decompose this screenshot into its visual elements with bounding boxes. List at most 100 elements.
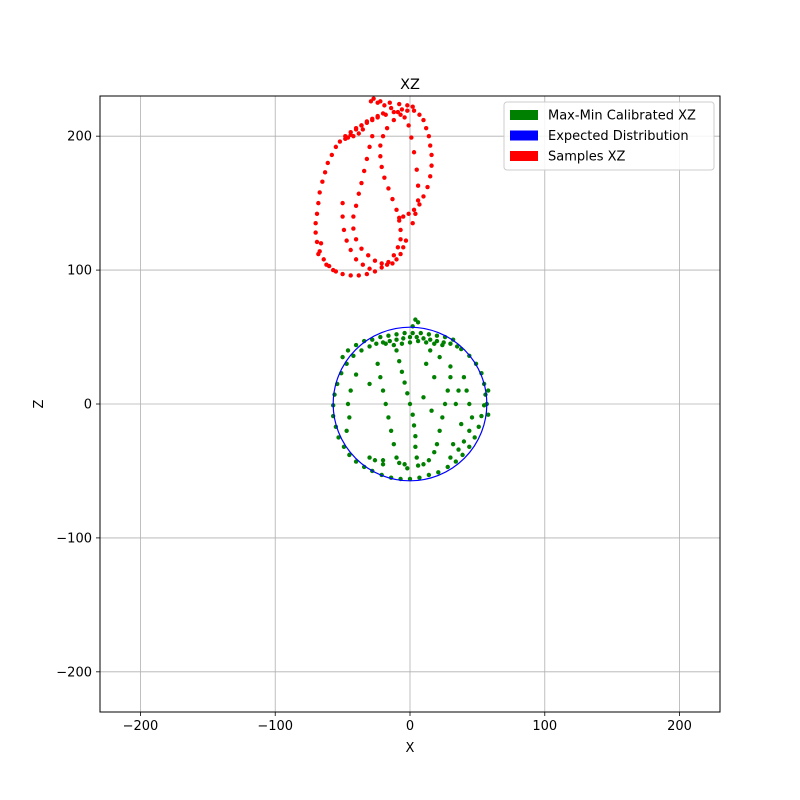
data-point xyxy=(437,354,442,360)
data-point xyxy=(417,112,422,117)
data-point xyxy=(398,237,403,242)
x-tick-label: 200 xyxy=(667,719,692,734)
data-point xyxy=(372,458,378,463)
data-point xyxy=(388,428,394,433)
legend-swatch xyxy=(510,110,538,120)
data-point xyxy=(351,226,356,231)
data-point xyxy=(394,332,399,337)
data-point xyxy=(397,101,402,107)
data-point xyxy=(445,464,450,470)
data-point xyxy=(367,455,372,460)
data-point xyxy=(345,348,351,353)
data-point xyxy=(428,337,433,342)
data-point xyxy=(325,160,330,166)
data-point xyxy=(370,116,375,121)
data-point xyxy=(391,117,397,123)
data-point xyxy=(453,401,459,407)
data-point xyxy=(421,395,426,400)
data-point xyxy=(410,221,415,226)
data-point xyxy=(394,337,399,342)
data-point xyxy=(370,337,375,342)
legend-swatch xyxy=(510,130,538,141)
data-point xyxy=(399,341,405,346)
data-point xyxy=(356,273,361,278)
data-point xyxy=(314,211,320,217)
data-point xyxy=(425,184,430,190)
data-point xyxy=(380,462,386,467)
data-point xyxy=(314,239,320,245)
data-point xyxy=(394,455,399,460)
data-point xyxy=(367,144,372,150)
data-point xyxy=(432,375,437,380)
data-point xyxy=(469,415,475,420)
data-point xyxy=(410,330,415,336)
data-point xyxy=(421,117,426,123)
data-point xyxy=(356,191,361,196)
data-point xyxy=(318,241,324,246)
data-point xyxy=(391,109,397,115)
data-point xyxy=(411,207,417,213)
data-point xyxy=(432,341,437,346)
data-point xyxy=(448,341,453,346)
data-point xyxy=(398,227,403,233)
data-point xyxy=(454,344,460,349)
data-point xyxy=(434,338,440,344)
data-point xyxy=(340,271,345,277)
data-point xyxy=(415,183,421,188)
data-point xyxy=(378,143,383,148)
data-point xyxy=(450,441,456,447)
data-point xyxy=(448,364,453,369)
data-point xyxy=(402,462,407,467)
data-point xyxy=(467,401,472,407)
data-point xyxy=(417,202,422,207)
data-point xyxy=(415,338,421,344)
data-point xyxy=(391,342,397,348)
data-point xyxy=(456,447,461,452)
data-point xyxy=(456,388,461,393)
data-point xyxy=(426,458,432,463)
data-point xyxy=(348,247,353,253)
data-point xyxy=(351,353,356,358)
data-point xyxy=(428,348,433,353)
data-point xyxy=(322,170,328,175)
data-point xyxy=(386,186,391,191)
y-axis-label: Z xyxy=(32,399,47,408)
data-point xyxy=(356,131,361,136)
data-point xyxy=(380,133,386,139)
data-point xyxy=(407,334,413,340)
data-point xyxy=(386,415,391,420)
data-point xyxy=(413,433,418,439)
data-point xyxy=(382,103,387,108)
data-point xyxy=(353,127,359,132)
data-point xyxy=(432,450,437,455)
y-tick-label: 100 xyxy=(67,264,92,279)
data-point xyxy=(380,111,386,116)
data-point xyxy=(461,375,467,380)
series-samples-xz xyxy=(313,96,434,278)
data-point xyxy=(415,198,421,203)
data-point xyxy=(384,125,390,131)
data-point xyxy=(405,466,410,471)
data-point xyxy=(401,214,406,219)
data-point xyxy=(472,435,477,440)
data-point xyxy=(467,428,472,433)
data-point xyxy=(476,424,481,429)
data-point xyxy=(359,348,364,353)
data-point xyxy=(401,336,406,341)
legend-label: Samples XZ xyxy=(548,150,626,165)
data-point xyxy=(411,108,417,113)
data-point xyxy=(407,401,413,407)
data-point xyxy=(361,338,367,344)
expected-distribution-circle xyxy=(332,326,488,482)
data-point xyxy=(364,156,370,162)
data-point xyxy=(406,123,411,128)
chart-title: XZ xyxy=(400,77,420,93)
legend-label: Max-Min Calibrated XZ xyxy=(548,109,696,124)
data-point xyxy=(345,401,351,407)
data-point xyxy=(397,358,402,364)
y-tick-label: −100 xyxy=(56,531,92,546)
data-point xyxy=(375,113,380,119)
data-point xyxy=(364,119,370,124)
data-point xyxy=(415,320,421,325)
data-point xyxy=(413,317,418,322)
